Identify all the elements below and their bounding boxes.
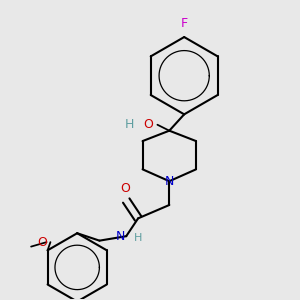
Text: N: N (116, 230, 125, 243)
Text: F: F (181, 16, 188, 30)
Text: H: H (134, 233, 142, 243)
Text: O: O (38, 236, 47, 249)
Text: H: H (124, 118, 134, 131)
Text: O: O (143, 118, 153, 131)
Text: O: O (120, 182, 130, 195)
Text: N: N (165, 175, 174, 188)
